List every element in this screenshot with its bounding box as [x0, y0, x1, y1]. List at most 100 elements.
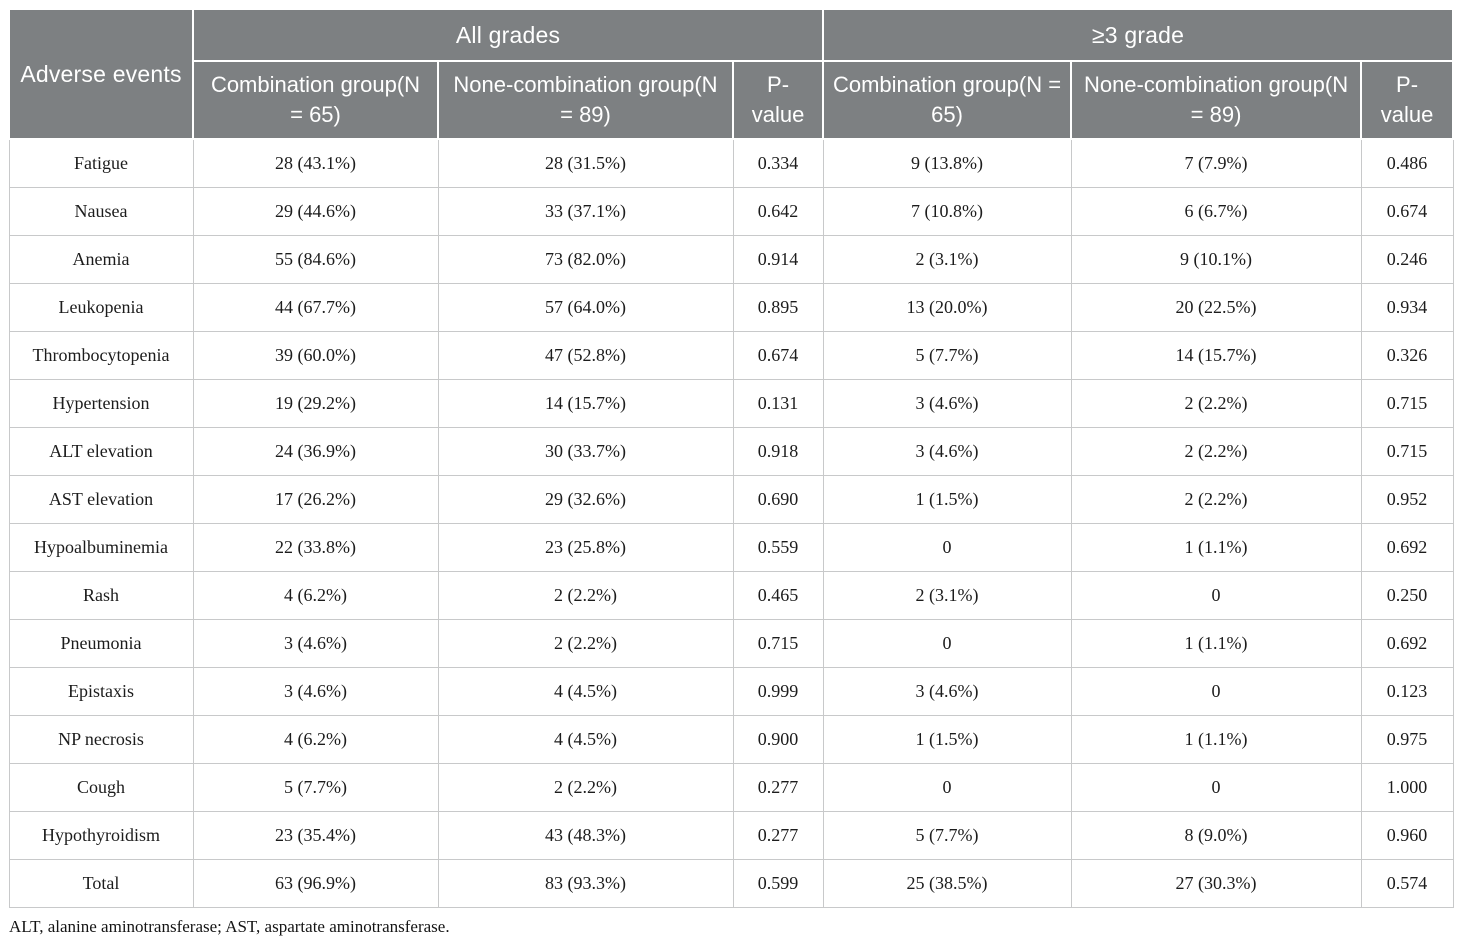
table-row: NP necrosis 4 (6.2%) 4 (4.5%) 0.900 1 (1.5%)… [8, 715, 1454, 764]
row-event-label: Leukopenia [8, 283, 194, 332]
table-row: Hypoalbuminemia 22 (33.8%) 23 (25.8%) 0.559… [8, 523, 1454, 572]
row-event-label: Epistaxis [8, 667, 194, 716]
table-body: Fatigue 28 (43.1%) 28 (31.5%) 0.334 9 (13.8%… [8, 138, 1454, 908]
data-cell: 0.599 [732, 859, 824, 908]
data-cell: 24 (36.9%) [192, 427, 439, 476]
data-cell: 0 [822, 763, 1072, 812]
data-cell: 23 (25.8%) [437, 523, 734, 572]
data-cell: 0.999 [732, 667, 824, 716]
data-cell: 0.934 [1360, 283, 1454, 332]
row-event-label: Thrombocytopenia [8, 331, 194, 380]
data-cell: 7 (7.9%) [1070, 138, 1362, 188]
table-row: Fatigue 28 (43.1%) 28 (31.5%) 0.334 9 (13.8%… [8, 138, 1454, 188]
data-cell: 30 (33.7%) [437, 427, 734, 476]
data-cell: 20 (22.5%) [1070, 283, 1362, 332]
data-cell: 0.692 [1360, 619, 1454, 668]
header-all-grades: All grades [191, 8, 825, 62]
table-row: Anemia 55 (84.6%) 73 (82.0%) 0.914 2 (3.1%) 9… [8, 235, 1454, 284]
data-cell: 17 (26.2%) [192, 475, 439, 524]
data-cell: 0.715 [1360, 427, 1454, 476]
data-cell: 0.674 [732, 331, 824, 380]
data-cell: 0.674 [1360, 187, 1454, 236]
data-cell: 1 (1.1%) [1070, 619, 1362, 668]
table-header: Adverse events All grades ≥3 grade Combi… [8, 8, 1455, 140]
data-cell: 4 (6.2%) [192, 571, 439, 620]
data-cell: 0.326 [1360, 331, 1454, 380]
data-cell: 4 (4.5%) [437, 715, 734, 764]
row-event-label: Rash [8, 571, 194, 620]
data-cell: 44 (67.7%) [192, 283, 439, 332]
data-cell: 0.574 [1360, 859, 1454, 908]
header-combination-all-grades: Combination group(N = 65) [192, 60, 439, 140]
data-cell: 3 (4.6%) [192, 667, 439, 716]
data-cell: 28 (43.1%) [192, 138, 439, 188]
data-cell: 5 (7.7%) [192, 763, 439, 812]
data-cell: 3 (4.6%) [822, 379, 1072, 428]
table-footnote: ALT, alanine aminotransferase; AST, aspa… [9, 917, 450, 936]
data-cell: 63 (96.9%) [192, 859, 439, 908]
data-cell: 25 (38.5%) [822, 859, 1072, 908]
data-cell: 73 (82.0%) [437, 235, 734, 284]
data-cell: 55 (84.6%) [192, 235, 439, 284]
table-row: Thrombocytopenia 39 (60.0%) 47 (52.8%) 0.67… [8, 331, 1454, 380]
data-cell: 19 (29.2%) [192, 379, 439, 428]
header-grade3-or-higher: ≥3 grade [822, 8, 1455, 62]
data-cell: 2 (2.2%) [1070, 427, 1362, 476]
row-event-label: Anemia [8, 235, 194, 284]
data-cell: 83 (93.3%) [437, 859, 734, 908]
data-cell: 0 [822, 619, 1072, 668]
data-cell: 0.692 [1360, 523, 1454, 572]
row-event-label: Total [8, 859, 194, 908]
table-row: Total 63 (96.9%) 83 (93.3%) 0.599 25 (38.5%)… [8, 859, 1454, 908]
data-cell: 0.918 [732, 427, 824, 476]
data-cell: 29 (44.6%) [192, 187, 439, 236]
data-cell: 27 (30.3%) [1070, 859, 1362, 908]
data-cell: 0.690 [732, 475, 824, 524]
table-row: Leukopenia 44 (67.7%) 57 (64.0%) 0.895 13 (2… [8, 283, 1454, 332]
data-cell: 29 (32.6%) [437, 475, 734, 524]
data-cell: 0 [822, 523, 1072, 572]
data-cell: 23 (35.4%) [192, 811, 439, 860]
data-cell: 2 (3.1%) [822, 235, 1072, 284]
data-cell: 0 [1070, 667, 1362, 716]
table-row: Hypertension 19 (29.2%) 14 (15.7%) 0.131 3 (… [8, 379, 1454, 428]
row-event-label: Pneumonia [8, 619, 194, 668]
data-cell: 0.465 [732, 571, 824, 620]
data-cell: 0.123 [1360, 667, 1454, 716]
data-cell: 0.277 [732, 811, 824, 860]
table-row: Rash 4 (6.2%) 2 (2.2%) 0.465 2 (3.1%) 0 0.250 [8, 571, 1454, 620]
table-row: Cough 5 (7.7%) 2 (2.2%) 0.277 0 0 1.000 [8, 763, 1454, 812]
data-cell: 2 (2.2%) [437, 763, 734, 812]
data-cell: 0.900 [732, 715, 824, 764]
row-event-label: Nausea [8, 187, 194, 236]
data-cell: 0.486 [1360, 138, 1454, 188]
data-cell: 0.975 [1360, 715, 1454, 764]
data-cell: 1 (1.5%) [822, 475, 1072, 524]
data-cell: 14 (15.7%) [437, 379, 734, 428]
data-cell: 4 (6.2%) [192, 715, 439, 764]
data-cell: 2 (3.1%) [822, 571, 1072, 620]
header-combination-grade3: Combination group(N = 65) [822, 60, 1073, 140]
data-cell: 0.642 [732, 187, 824, 236]
data-cell: 9 (13.8%) [822, 138, 1072, 188]
data-cell: 8 (9.0%) [1070, 811, 1362, 860]
row-event-label: Hypoalbuminemia [8, 523, 194, 572]
header-pvalue-all-grades: P-value [731, 60, 825, 140]
data-cell: 0.277 [732, 763, 824, 812]
data-cell: 33 (37.1%) [437, 187, 734, 236]
data-cell: 57 (64.0%) [437, 283, 734, 332]
data-cell: 0.334 [732, 138, 824, 188]
table-row: Nausea 29 (44.6%) 33 (37.1%) 0.642 7 (10.8%)… [8, 187, 1454, 236]
data-cell: 3 (4.6%) [192, 619, 439, 668]
row-event-label: Cough [8, 763, 194, 812]
data-cell: 7 (10.8%) [822, 187, 1072, 236]
row-event-label: ALT elevation [8, 427, 194, 476]
header-none-combination-all-grades: None-combination group(N = 89) [437, 60, 734, 140]
table-row: Pneumonia 3 (4.6%) 2 (2.2%) 0.715 0 1 (1.1%) 0… [8, 619, 1454, 668]
data-cell: 4 (4.5%) [437, 667, 734, 716]
header-none-combination-grade3: None-combination group(N = 89) [1070, 60, 1363, 140]
row-event-label: Hypertension [8, 379, 194, 428]
data-cell: 1 (1.1%) [1070, 523, 1362, 572]
data-cell: 0.131 [732, 379, 824, 428]
